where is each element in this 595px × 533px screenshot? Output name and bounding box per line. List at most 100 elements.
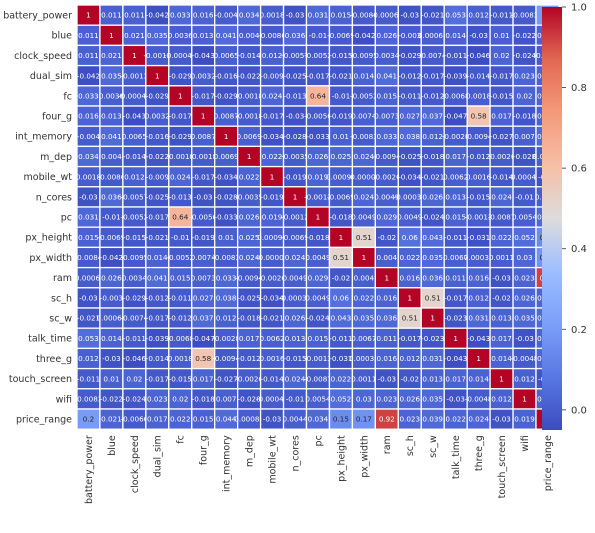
cell-annotation: 0.019: [308, 172, 329, 181]
cell-annotation: 0.024: [170, 172, 191, 181]
cell-annotation: 0.017: [193, 374, 214, 383]
cell-annotation: 0.017: [491, 334, 512, 343]
cell-annotation: 0.2: [83, 415, 94, 424]
cell-annotation: -0.011: [444, 51, 467, 60]
cell-annotation: -0.03: [515, 334, 534, 343]
cell-annotation: 0.92: [379, 415, 395, 424]
row-label: px_width: [29, 253, 72, 264]
cell-annotation: -0.034: [398, 172, 422, 181]
colorbar-tick-label: 1.0: [571, 3, 587, 14]
cell-annotation: 0.024: [354, 152, 375, 161]
cell-annotation: 0.024: [354, 193, 375, 202]
cell-annotation: 0.012: [514, 374, 535, 383]
column-labels: battery_power blue clock_speed dual_sim fc fo…: [84, 435, 554, 504]
cell-annotation: 0.0018: [466, 92, 492, 101]
cell-annotation: -0.019: [283, 172, 307, 181]
cell-annotation: 0.014: [354, 71, 375, 80]
cell-annotation: 0.011: [101, 11, 122, 20]
cell-annotation: -0.011: [77, 374, 100, 383]
cell-annotation: -0.031: [329, 354, 352, 363]
cell-annotation: 0.0067: [443, 253, 468, 262]
cell-annotation: -0.03: [446, 395, 465, 404]
column-label: four_g: [199, 435, 210, 465]
cell-annotation: 1: [453, 334, 458, 343]
cell-annotation: -0.027: [490, 132, 513, 141]
cell-annotation: 0.0073: [191, 273, 216, 282]
cell-annotation: -0.03: [263, 415, 282, 424]
cell-annotation: -0.015: [283, 354, 306, 363]
cell-annotation: -0.042: [146, 11, 169, 20]
cell-annotation: -0.0083: [212, 253, 240, 262]
cell-annotation: 0.0065: [122, 132, 147, 141]
cell-annotation: -0.011: [123, 334, 146, 343]
cell-annotation: 0.015: [445, 213, 466, 222]
cell-annotation: -0.028: [215, 193, 239, 202]
cell-annotation: -0.03: [378, 374, 397, 383]
cell-annotation: 0.51: [425, 294, 441, 303]
cell-annotation: -0.00043: [164, 51, 196, 60]
cell-annotation: -0.0094: [373, 152, 401, 161]
cell-annotation: -0.00065: [72, 273, 104, 282]
cell-annotation: -0.017: [192, 92, 215, 101]
cell-annotation: -0.02: [400, 374, 419, 383]
row-label: sc_h: [51, 293, 72, 304]
cell-annotation: 1: [339, 233, 344, 242]
cell-annotation: 0.016: [468, 273, 489, 282]
cell-annotation: -0.0012: [281, 213, 309, 222]
cell-annotation: 0.021: [101, 415, 122, 424]
cell-annotation: 0.022: [399, 253, 420, 262]
cell-annotation: 0.0049: [351, 213, 377, 222]
cell-annotation: 0.0018: [76, 172, 102, 181]
cell-annotation: 1: [155, 71, 160, 80]
cell-annotation: 0.004: [239, 31, 260, 40]
cell-annotation: 0.01: [494, 31, 510, 40]
cell-annotation: 0.00061: [418, 31, 448, 40]
cell-annotation: -0.033: [215, 213, 238, 222]
cell-annotation: -0.024: [306, 314, 330, 323]
cell-annotation: 0.052: [514, 233, 535, 242]
cell-annotation: 0.0074: [351, 112, 377, 121]
cell-annotation: -0.017: [421, 71, 444, 80]
cell-annotation: -0.039: [444, 71, 468, 80]
cell-annotation: 1: [247, 152, 252, 161]
cell-annotation: -0.0026: [258, 273, 286, 282]
cell-annotation: 0.015: [78, 233, 99, 242]
cell-annotation: 0.016: [193, 11, 214, 20]
cell-annotation: 0.02: [172, 395, 188, 404]
cell-annotation: -0.018: [306, 233, 330, 242]
cell-annotation: -0.025: [283, 71, 306, 80]
cell-annotation: 0.02: [494, 51, 510, 60]
cell-annotation: 1: [316, 213, 321, 222]
cell-annotation: 0.017: [491, 112, 512, 121]
cell-annotation: -0.01: [102, 213, 121, 222]
cell-annotation: 1: [270, 172, 275, 181]
cell-annotation: -0.029: [215, 92, 239, 101]
row-label: m_dep: [40, 152, 72, 163]
cell-annotation: -0.01: [332, 92, 351, 101]
cell-annotation: 0.007: [514, 132, 535, 141]
colorbar-gradient: [542, 7, 562, 430]
cell-annotation: -0.012: [398, 71, 421, 80]
cell-annotation: -0.0086: [98, 172, 126, 181]
cell-annotation: 0.021: [124, 31, 145, 40]
cell-annotation: -0.017: [444, 294, 467, 303]
cell-annotation: 1: [132, 51, 137, 60]
cell-annotation: 0.029: [377, 213, 398, 222]
cell-annotation: -0.03: [102, 354, 121, 363]
cell-annotation: 1: [362, 253, 367, 262]
cell-annotation: -0.009: [260, 71, 284, 80]
cell-annotation: 0.022: [354, 294, 375, 303]
cell-annotation: -0.015: [329, 51, 352, 60]
cell-annotation: 0.03: [356, 395, 372, 404]
cell-annotation: 0.035: [422, 395, 443, 404]
cell-annotation: -0.00031: [279, 294, 311, 303]
column-label: battery_power: [84, 435, 95, 504]
cell-annotation: 0.013: [285, 334, 306, 343]
cell-annotation: -0.0094: [235, 273, 263, 282]
row-label: int_memory: [15, 132, 72, 143]
cell-annotation: -0.0083: [350, 132, 378, 141]
cell-annotation: -0.039: [146, 334, 170, 343]
cell-annotation: -0.03: [492, 273, 511, 282]
